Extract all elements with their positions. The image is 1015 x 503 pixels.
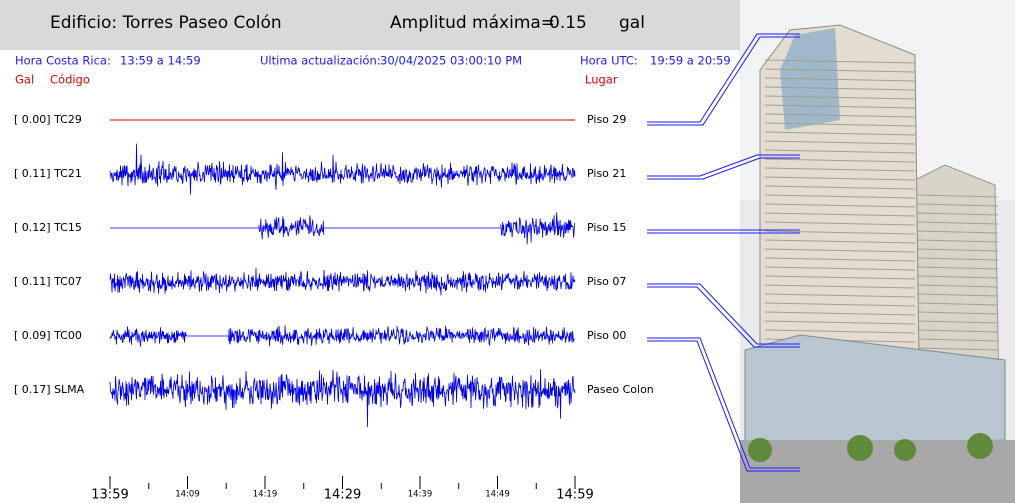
trace: [109, 369, 576, 428]
max-value: 0.15: [549, 13, 587, 33]
update-label: Ultima actualización:: [260, 54, 381, 68]
channel-place: Piso 15: [587, 221, 626, 234]
gal-header: Gal: [15, 73, 34, 87]
time-label: 14:29: [324, 488, 361, 503]
time-label: 14:09: [175, 490, 200, 500]
time-label: 14:19: [253, 490, 278, 500]
channel-label: [ 0.11] TC21: [14, 167, 82, 180]
max-label: Amplitud máxima=: [390, 13, 555, 33]
header-bar: [0, 0, 740, 50]
channel-label: [ 0.17] SLMA: [14, 383, 85, 396]
channel-label: [ 0.09] TC00: [14, 329, 82, 342]
time-label: 14:39: [408, 490, 433, 500]
trace: [109, 267, 576, 296]
building-title: Edificio: Torres Paseo Colón: [50, 13, 282, 33]
trace: [109, 325, 575, 347]
utc-range: 19:59 a 20:59: [650, 54, 731, 68]
local-label: Hora Costa Rica:: [15, 54, 111, 68]
local-range: 13:59 a 14:59: [120, 54, 201, 68]
update-value: 30/04/2025 03:00:10 PM: [380, 54, 522, 68]
place-header: Lugar: [585, 73, 618, 87]
trace: [109, 143, 576, 195]
channel-place: Paseo Colon: [587, 383, 654, 396]
floor-connectors: [647, 33, 800, 472]
channel-place: Piso 29: [587, 113, 626, 126]
channel-label: [ 0.11] TC07: [14, 275, 82, 288]
max-unit: gal: [619, 13, 645, 33]
trace: [110, 212, 575, 245]
channel-place: Piso 00: [587, 329, 626, 342]
time-label: 14:59: [556, 488, 593, 503]
time-label: 14:49: [485, 490, 510, 500]
channel-place: Piso 07: [587, 275, 626, 288]
channel-label: [ 0.00] TC29: [14, 113, 82, 126]
utc-label: Hora UTC:: [580, 54, 638, 68]
channel-label: [ 0.12] TC15: [14, 221, 82, 234]
time-label: 13:59: [91, 488, 128, 503]
code-header: Código: [50, 73, 90, 87]
building-image: [740, 0, 1015, 503]
channel-place: Piso 21: [587, 167, 626, 180]
